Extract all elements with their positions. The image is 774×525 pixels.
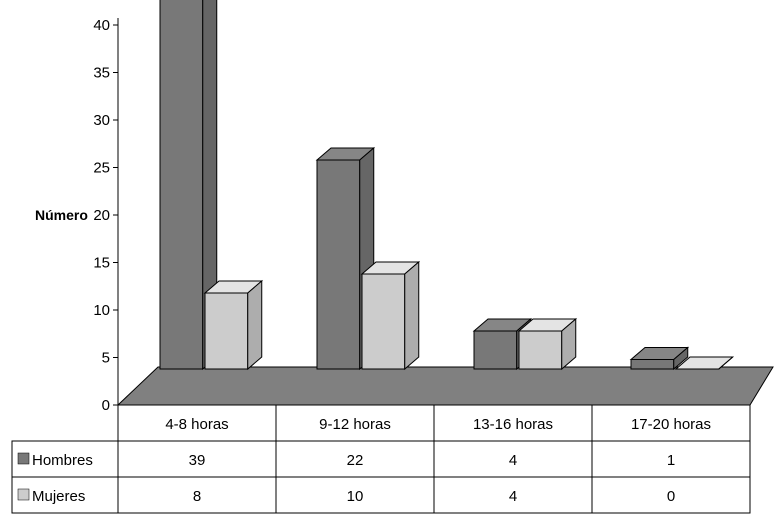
chart-floor — [116, 366, 774, 406]
bar-mujeres-1 — [360, 260, 421, 371]
data-label: 0 — [667, 488, 675, 505]
data-label: 4 — [509, 452, 517, 469]
y-axis-label: Número — [35, 207, 88, 223]
y-tick-label: 10 — [93, 302, 110, 319]
x-tick-label: 13-16 horas — [473, 416, 553, 433]
data-label: 4 — [509, 488, 517, 505]
data-label: 22 — [347, 452, 364, 469]
data-label: 10 — [347, 488, 364, 505]
y-tick-label: 30 — [93, 112, 110, 129]
legend-label-mujeres: Mujeres — [32, 488, 85, 505]
y-tick-label: 40 — [93, 17, 110, 34]
y-tick-label: 25 — [93, 160, 110, 177]
bar-hombres-0 — [159, 0, 218, 371]
y-tick-label: 5 — [102, 350, 110, 367]
bar-hombres-1 — [315, 146, 376, 371]
bar-mujeres-0 — [203, 279, 264, 371]
legend-swatch-hombres — [17, 452, 30, 465]
y-tick-label: 20 — [93, 207, 110, 224]
x-tick-label: 4-8 horas — [165, 416, 228, 433]
legend-swatch-mujeres — [17, 488, 30, 501]
data-label: 8 — [193, 488, 201, 505]
y-tick-label: 35 — [93, 65, 110, 82]
bar-hombres-3 — [629, 346, 690, 371]
legend-label-hombres: Hombres — [32, 452, 93, 469]
bar-mujeres-3 — [674, 356, 735, 370]
bar-mujeres-2 — [517, 317, 578, 371]
y-tick-label: 15 — [93, 255, 110, 272]
y-tick-label: 0 — [102, 397, 110, 414]
x-tick-label: 17-20 horas — [631, 416, 711, 433]
data-label: 1 — [667, 452, 675, 469]
x-tick-label: 9-12 horas — [319, 416, 391, 433]
data-label: 39 — [189, 452, 206, 469]
